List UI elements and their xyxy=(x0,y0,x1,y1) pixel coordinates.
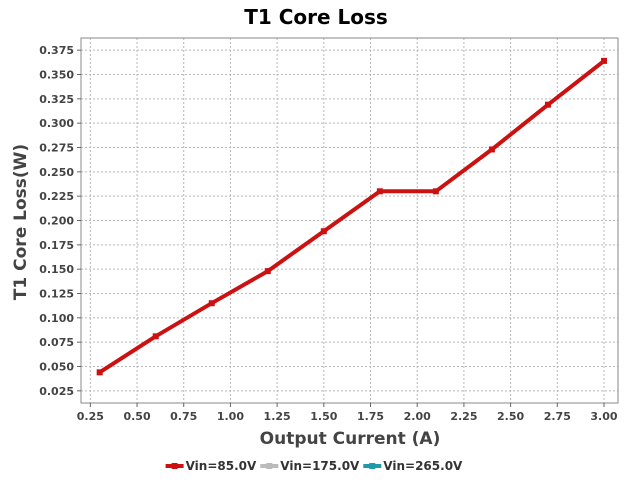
data-point xyxy=(432,188,439,195)
y-tick-label: 0.275 xyxy=(39,142,74,155)
x-tick-label: 0.25 xyxy=(77,410,104,423)
chart-title: T1 Core Loss xyxy=(244,5,388,29)
data-point xyxy=(544,101,551,108)
series-lines xyxy=(96,57,607,376)
y-tick-label: 0.250 xyxy=(39,166,74,179)
y-tick-label: 0.075 xyxy=(39,336,74,349)
data-point xyxy=(488,146,495,153)
x-ticks: 0.25 0.50 0.75 1.00 1.25 1.50 1.75 2.00 2.25 2.50… xyxy=(77,403,618,423)
y-tick-label: 0.300 xyxy=(39,117,74,130)
x-tick-label: 3.00 xyxy=(590,410,617,423)
x-tick-label: 2.25 xyxy=(450,410,477,423)
data-point xyxy=(264,268,271,275)
y-tick-label: 0.050 xyxy=(39,361,74,374)
legend-marker xyxy=(171,463,178,469)
y-axis-label: T1 Core Loss(W) xyxy=(11,144,31,300)
data-point xyxy=(152,333,159,340)
data-point xyxy=(376,188,383,195)
x-tick-label: 1.25 xyxy=(264,410,291,423)
grid-lines xyxy=(81,38,618,403)
y-tick-label: 0.100 xyxy=(39,312,74,325)
legend-label: Vin=265.0V xyxy=(383,459,463,473)
y-tick-label: 0.200 xyxy=(39,215,74,228)
y-ticks: 0.025 0.050 0.075 0.100 0.125 0.150 0.175 0.200… xyxy=(39,44,81,398)
data-point xyxy=(320,228,327,235)
y-tick-label: 0.325 xyxy=(39,93,74,106)
legend: Vin=85.0V Vin=175.0V Vin=265.0V xyxy=(165,459,463,473)
series-line-0 xyxy=(97,58,606,375)
legend-item: Vin=265.0V xyxy=(363,459,463,473)
legend-label: Vin=85.0V xyxy=(186,459,257,473)
legend-item: Vin=85.0V xyxy=(165,459,257,473)
legend-item: Vin=175.0V xyxy=(260,459,360,473)
x-axis-label: Output Current (A) xyxy=(260,429,441,449)
y-tick-label: 0.375 xyxy=(39,44,74,57)
x-tick-label: 0.75 xyxy=(170,410,197,423)
data-point xyxy=(208,300,215,307)
data-point xyxy=(96,369,103,376)
y-tick-label: 0.175 xyxy=(39,239,74,252)
x-tick-label: 1.75 xyxy=(357,410,384,423)
y-tick-label: 0.225 xyxy=(39,190,74,203)
legend-marker xyxy=(369,463,376,469)
x-tick-label: 0.50 xyxy=(123,410,150,423)
data-point xyxy=(600,57,607,64)
x-tick-label: 2.00 xyxy=(404,410,431,423)
legend-marker xyxy=(266,463,273,469)
x-tick-label: 2.50 xyxy=(497,410,524,423)
y-tick-label: 0.350 xyxy=(39,69,74,82)
y-tick-label: 0.125 xyxy=(39,288,74,301)
x-tick-label: 1.50 xyxy=(310,410,337,423)
y-tick-label: 0.025 xyxy=(39,385,74,398)
legend-label: Vin=175.0V xyxy=(280,459,360,473)
x-tick-label: 2.75 xyxy=(544,410,571,423)
x-tick-label: 1.00 xyxy=(217,410,244,423)
y-tick-label: 0.150 xyxy=(39,263,74,276)
